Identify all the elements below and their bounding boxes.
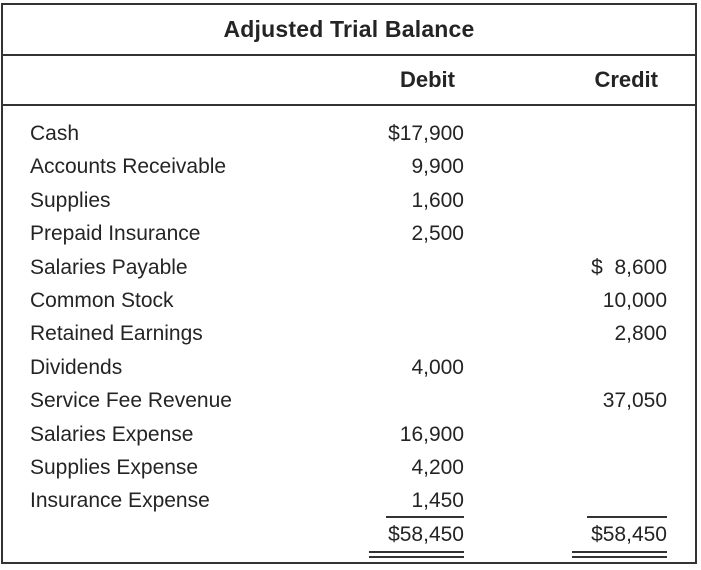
account-label: Common Stock <box>30 288 174 312</box>
table-body: Cash $17,900 Accounts Receivable 9,900 S… <box>3 106 695 558</box>
debit-amount <box>289 384 464 417</box>
debit-amount <box>289 317 464 350</box>
debit-column-header: Debit <box>400 67 455 92</box>
debit-total-cell: $58,450 <box>289 518 464 558</box>
table-row: Dividends 4,000 <box>3 351 695 384</box>
table-row: Insurance Expense 1,450 <box>3 484 695 519</box>
account-label: Accounts Receivable <box>30 155 227 179</box>
totals-row-spacer <box>30 518 289 558</box>
totals-row: $58,450 $58,450 <box>3 518 695 558</box>
credit-subtotal-rule <box>587 488 667 519</box>
credit-total: $58,450 <box>572 522 667 558</box>
table-row: Common Stock 10,000 <box>3 284 695 317</box>
debit-amount <box>289 284 464 317</box>
debit-amount: 1,450 <box>289 484 464 519</box>
debit-amount: 1,600 <box>411 188 464 212</box>
debit-total: $58,450 <box>369 522 464 558</box>
column-header-row: Debit Credit <box>3 56 695 106</box>
table-row: Supplies Expense 4,200 <box>3 451 695 484</box>
table-row: Prepaid Insurance 2,500 <box>3 217 695 250</box>
debit-amount: 16,900 <box>399 422 464 446</box>
debit-amount <box>289 251 464 284</box>
credit-amount <box>464 418 667 451</box>
credit-amount: 10,000 <box>602 288 667 312</box>
account-label: Dividends <box>30 355 123 379</box>
adjusted-trial-balance-table: Adjusted Trial Balance Debit Credit Cash… <box>1 3 697 564</box>
account-label: Salaries Expense <box>30 422 194 446</box>
credit-amount: 2,800 <box>614 322 667 346</box>
account-label: Supplies <box>30 188 111 212</box>
table-row: Cash $17,900 <box>3 117 695 150</box>
debit-amount-underlined: 1,450 <box>386 488 464 519</box>
debit-amount: 9,900 <box>411 155 464 179</box>
account-label: Prepaid Insurance <box>30 222 201 246</box>
table-title-row: Adjusted Trial Balance <box>3 5 695 56</box>
table-row: Supplies 1,600 <box>3 184 695 217</box>
account-label: Service Fee Revenue <box>30 389 232 413</box>
credit-amount: $ 8,600 <box>591 255 667 279</box>
debit-amount: 4,200 <box>411 455 464 479</box>
credit-subtotal-rule-cell <box>464 484 667 519</box>
credit-amount <box>464 217 667 250</box>
account-label: Cash <box>30 122 80 145</box>
account-label: Retained Earnings <box>30 322 203 346</box>
table-row: Retained Earnings 2,800 <box>3 317 695 350</box>
table-row: Service Fee Revenue 37,050 <box>3 384 695 417</box>
account-label: Salaries Payable <box>30 255 188 279</box>
debit-amount: 4,000 <box>411 355 464 379</box>
credit-amount <box>464 117 667 150</box>
credit-amount <box>464 351 667 384</box>
table-title: Adjusted Trial Balance <box>223 16 475 42</box>
credit-amount <box>464 150 667 183</box>
debit-amount: $17,900 <box>388 122 464 145</box>
debit-amount: 2,500 <box>411 222 464 246</box>
credit-total-cell: $58,450 <box>464 518 667 558</box>
credit-amount <box>464 451 667 484</box>
credit-amount <box>464 184 667 217</box>
account-label: Insurance Expense <box>30 489 210 513</box>
table-row: Salaries Expense 16,900 <box>3 418 695 451</box>
table-row: Salaries Payable $ 8,600 <box>3 251 695 284</box>
credit-amount: 37,050 <box>602 389 667 413</box>
table-row: Accounts Receivable 9,900 <box>3 150 695 183</box>
account-label: Supplies Expense <box>30 455 199 479</box>
credit-column-header: Credit <box>594 67 658 92</box>
